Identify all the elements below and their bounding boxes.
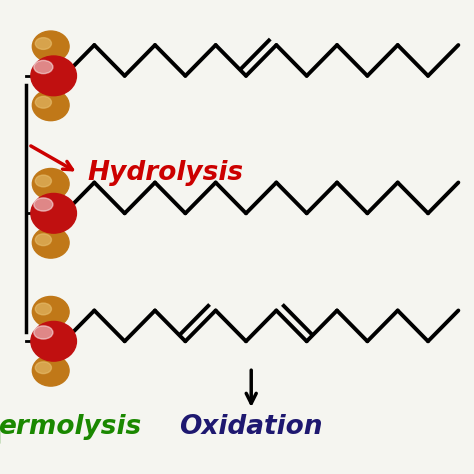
Ellipse shape [35,175,52,187]
Ellipse shape [35,96,52,108]
Ellipse shape [34,198,53,211]
Ellipse shape [32,31,69,62]
Ellipse shape [32,227,69,258]
Ellipse shape [34,60,53,73]
Text: ermolysis: ermolysis [0,414,141,440]
Ellipse shape [32,355,69,386]
Ellipse shape [32,90,69,121]
Ellipse shape [35,362,52,374]
Ellipse shape [35,37,52,49]
Ellipse shape [31,321,76,361]
Ellipse shape [34,326,53,339]
Text: Hydrolysis: Hydrolysis [88,160,244,186]
Ellipse shape [35,234,52,246]
Ellipse shape [31,56,76,96]
Ellipse shape [35,303,52,315]
Ellipse shape [32,296,69,328]
Ellipse shape [31,193,76,233]
Ellipse shape [32,168,69,200]
Text: Oxidation: Oxidation [180,414,323,440]
